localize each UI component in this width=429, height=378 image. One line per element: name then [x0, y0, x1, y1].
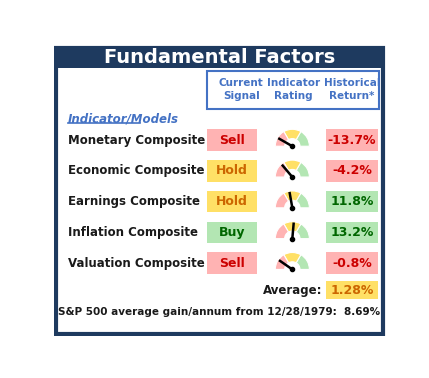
Wedge shape	[275, 255, 288, 270]
Text: 11.8%: 11.8%	[330, 195, 374, 208]
FancyBboxPatch shape	[207, 253, 257, 274]
Text: Buy: Buy	[219, 226, 245, 239]
Wedge shape	[275, 224, 288, 239]
Text: Sell: Sell	[219, 133, 245, 147]
FancyBboxPatch shape	[207, 129, 257, 151]
Wedge shape	[296, 132, 309, 146]
Text: Hold: Hold	[216, 195, 248, 208]
Wedge shape	[275, 132, 288, 146]
Wedge shape	[275, 163, 288, 177]
FancyBboxPatch shape	[326, 129, 378, 151]
Wedge shape	[296, 255, 309, 270]
Text: Fundamental Factors: Fundamental Factors	[104, 48, 335, 67]
Text: Indicator
Rating: Indicator Rating	[266, 77, 320, 101]
Text: Hold: Hold	[216, 164, 248, 177]
Text: Earnings Composite: Earnings Composite	[68, 195, 199, 208]
FancyBboxPatch shape	[56, 48, 383, 334]
Wedge shape	[296, 163, 309, 177]
Wedge shape	[284, 253, 301, 263]
FancyBboxPatch shape	[207, 191, 257, 212]
Text: -13.7%: -13.7%	[328, 133, 376, 147]
Text: -4.2%: -4.2%	[332, 164, 372, 177]
FancyBboxPatch shape	[326, 222, 378, 243]
Wedge shape	[296, 193, 309, 208]
Text: S&P 500 average gain/annum from 12/28/1979:  8.69%: S&P 500 average gain/annum from 12/28/19…	[58, 307, 381, 317]
Text: -0.8%: -0.8%	[332, 257, 372, 270]
Wedge shape	[275, 193, 288, 208]
FancyBboxPatch shape	[326, 281, 378, 299]
Text: Average:: Average:	[263, 284, 323, 297]
FancyBboxPatch shape	[56, 48, 383, 68]
Text: Historical
Return*: Historical Return*	[324, 77, 380, 101]
Wedge shape	[296, 224, 309, 239]
FancyBboxPatch shape	[326, 253, 378, 274]
Text: Current
Signal: Current Signal	[219, 77, 263, 101]
Wedge shape	[284, 160, 301, 170]
Text: 1.28%: 1.28%	[330, 284, 374, 297]
Text: Inflation Composite: Inflation Composite	[68, 226, 198, 239]
Text: Indicator/Models: Indicator/Models	[68, 112, 178, 125]
Wedge shape	[284, 191, 301, 201]
Text: 13.2%: 13.2%	[330, 226, 374, 239]
FancyBboxPatch shape	[326, 160, 378, 182]
FancyBboxPatch shape	[207, 160, 257, 182]
Text: Economic Composite: Economic Composite	[68, 164, 204, 177]
Wedge shape	[284, 222, 301, 232]
Text: Monetary Composite: Monetary Composite	[68, 133, 205, 147]
Wedge shape	[284, 129, 301, 139]
FancyBboxPatch shape	[326, 191, 378, 212]
FancyBboxPatch shape	[207, 222, 257, 243]
FancyBboxPatch shape	[207, 71, 379, 109]
Text: Valuation Composite: Valuation Composite	[68, 257, 204, 270]
Text: Sell: Sell	[219, 257, 245, 270]
